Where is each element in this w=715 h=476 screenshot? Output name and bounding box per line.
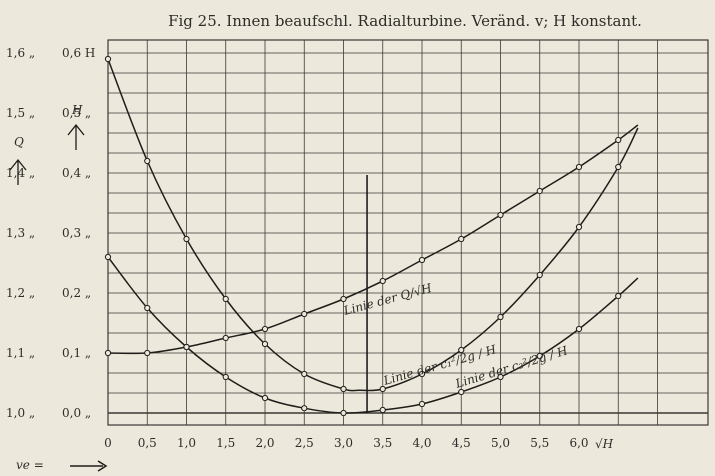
data-point <box>183 343 190 351</box>
data-point <box>575 325 583 333</box>
data-point <box>536 352 543 360</box>
x-axis-arrow-head <box>97 460 108 472</box>
series-layer <box>104 55 639 417</box>
q-axis-label: Q <box>14 135 24 149</box>
data-point <box>222 373 229 381</box>
data-point <box>222 295 229 303</box>
data-point <box>458 388 465 396</box>
data-point <box>458 346 465 354</box>
data-point <box>261 394 269 402</box>
h-tick-label: 0,0 „ <box>62 406 91 420</box>
data-point <box>144 349 151 357</box>
data-point <box>458 235 465 243</box>
data-point <box>615 163 622 171</box>
x-tick-label: 0,5 <box>138 436 157 450</box>
h-tick-label: 0,4 „ <box>62 166 91 180</box>
q-tick-label: 1,0 „ <box>6 406 35 420</box>
data-point <box>379 406 386 414</box>
data-point <box>497 373 504 381</box>
x-tick-label: 3,0 <box>334 436 353 450</box>
data-point <box>575 223 583 231</box>
x-tick-label: 0 <box>104 436 112 450</box>
series-c2-line <box>107 256 639 414</box>
label-layer: 0 0,5 1,0 1,5 2,0 2,5 3,0 3,5 4,0 4,5 5,0 5,5 6,0 √H v… <box>6 46 614 472</box>
data-point <box>222 334 229 342</box>
data-point <box>261 340 269 348</box>
data-point <box>340 295 347 303</box>
plot-frame <box>107 39 709 426</box>
series-c1-line <box>107 58 639 392</box>
data-point <box>301 310 308 318</box>
x-tick-label: 2,0 <box>255 436 274 450</box>
q-tick-label: 1,2 „ <box>6 286 35 300</box>
q-tick-label: 1,5 „ <box>6 106 35 120</box>
data-point <box>418 256 426 264</box>
data-point <box>104 253 112 261</box>
data-point <box>497 211 504 219</box>
data-point <box>536 187 543 195</box>
q-tick-label: 1,3 „ <box>6 226 35 240</box>
x-tick-label: 4,0 <box>412 436 431 450</box>
data-point <box>615 292 622 300</box>
x-tick-label: 4,5 <box>452 436 471 450</box>
data-point <box>340 409 347 417</box>
q-tick-label: 1,6 „ <box>6 46 35 60</box>
h-axis-arrow <box>67 123 85 150</box>
x-tick-label: 1,5 <box>216 436 235 450</box>
chart-title: Fig 25. Innen beaufschl. Radialturbine. … <box>168 12 642 30</box>
h-tick-label: 0,5 „ <box>62 106 91 120</box>
x-tick-label: 3,5 <box>373 436 392 450</box>
q-axis-arrow <box>9 158 27 185</box>
q-tick-label: 1,1 „ <box>6 346 35 360</box>
x-axis-unit: √H <box>595 437 614 451</box>
data-point <box>379 277 386 285</box>
data-point <box>418 370 426 378</box>
data-point <box>536 271 543 279</box>
h-tick-label: 0,3 „ <box>62 226 91 240</box>
x-axis-label: ve = <box>16 458 44 472</box>
data-point <box>497 313 504 321</box>
grid <box>107 39 709 426</box>
h-tick-label: 0,2 „ <box>62 286 91 300</box>
h-tick-label: 0,1 „ <box>62 346 91 360</box>
data-point <box>144 304 151 312</box>
data-point <box>261 325 269 333</box>
data-point <box>104 55 112 63</box>
x-tick-label: 1,0 <box>177 436 196 450</box>
data-point <box>340 385 347 393</box>
data-point <box>144 157 151 165</box>
data-point <box>379 385 386 393</box>
series-label-q: Linie der Q/√H <box>341 281 434 318</box>
q-tick-label: 1,4 „ <box>6 166 35 180</box>
h-top-label: 0,6 H <box>62 46 95 60</box>
data-point <box>183 235 190 243</box>
x-tick-label: 5,0 <box>491 436 510 450</box>
x-tick-label: 6,0 <box>569 436 588 450</box>
data-point <box>615 136 622 144</box>
data-point <box>301 405 308 412</box>
x-tick-label: 2,5 <box>295 436 314 450</box>
data-point <box>104 349 112 357</box>
data-point <box>301 370 308 378</box>
data-point <box>418 400 426 408</box>
data-point <box>575 163 583 171</box>
h-axis-label: H <box>71 103 83 117</box>
x-tick-label: 5,5 <box>530 436 549 450</box>
